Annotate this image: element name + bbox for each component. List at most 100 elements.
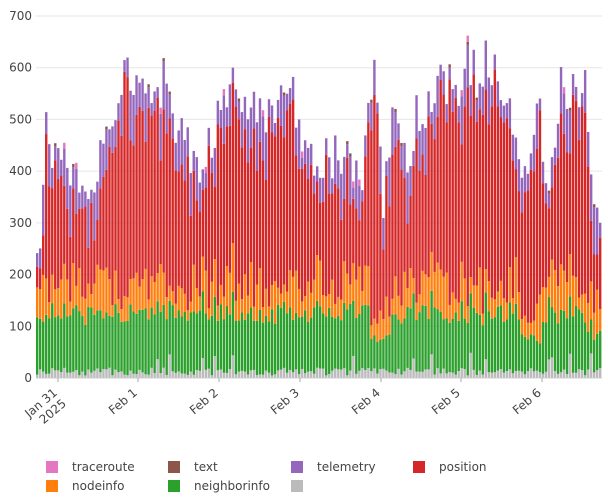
bar-segment-position (343, 198, 346, 262)
bar-segment-telemetry (303, 140, 307, 164)
bar-segment-gray (48, 373, 51, 378)
bar-segment-position (544, 203, 548, 288)
bar-segment-position (78, 208, 81, 269)
bar-segment-telemetry (234, 89, 238, 107)
bar-segment-telemetry (574, 86, 578, 101)
bar-segment-telemetry (258, 98, 262, 142)
bar-segment-telemetry (517, 159, 521, 192)
bar-segment-position (586, 166, 590, 303)
bar-segment-node (595, 289, 599, 334)
bar-segment-gray (123, 374, 126, 378)
bar-segment-gray (81, 371, 84, 378)
bar-segment-trace (261, 110, 265, 117)
y-tick-label: 600 (9, 61, 32, 75)
legend-item-telemetry[interactable]: telemetry (291, 458, 376, 476)
bar-segment-neighbor (334, 318, 337, 369)
bar-segment-node (463, 278, 466, 319)
bar-segment-position (463, 106, 466, 279)
bar-segment-telemetry (340, 173, 343, 220)
legend-item-text[interactable]: text (168, 458, 218, 476)
legend-item-traceroute[interactable]: traceroute (46, 458, 135, 476)
bar-segment-telemetry (418, 130, 421, 171)
bar-segment-neighbor (535, 340, 539, 371)
bar-segment-trace (222, 89, 226, 96)
bar-segment-gray (93, 370, 96, 378)
bar-segment-node (273, 281, 277, 324)
bar-segment-position (418, 170, 421, 295)
bar-segment-node (150, 276, 153, 308)
bar-segment-node (81, 296, 84, 317)
bar-segment-gray (87, 369, 90, 378)
bar-segment-neighbor (418, 312, 421, 372)
bar-segment-position (204, 187, 208, 271)
bar-segment-neighbor (186, 320, 189, 375)
bar-segment-gray (162, 367, 165, 378)
bar-segment-telemetry (559, 67, 563, 114)
legend-item-position[interactable]: position (413, 458, 487, 476)
bar-segment-neighbor (355, 318, 358, 374)
bar-segment-position (562, 133, 566, 271)
bar-segment-neighbor (219, 304, 223, 370)
bar-segment-telemetry (394, 112, 397, 147)
bar-segment-trace (562, 87, 566, 94)
bar-segment-node (346, 273, 349, 310)
bar-segment-position (520, 212, 524, 320)
bar-segment-gray (412, 358, 415, 378)
bar-segment-telemetry (162, 61, 165, 110)
bar-segment-node (231, 243, 235, 292)
legend-item-neighborinfo[interactable]: neighborinfo (168, 477, 270, 495)
bar-segment-telemetry (252, 91, 256, 129)
bar-segment-telemetry (90, 189, 93, 203)
bar-segment-node (291, 276, 295, 320)
bar-segment-position (309, 164, 313, 293)
bar-segment-neighbor (78, 311, 81, 376)
bar-segment-position (424, 175, 427, 275)
bar-segment-telemetry (409, 166, 412, 197)
bar-segment-neighbor (499, 305, 503, 370)
bar-segment-node (445, 272, 448, 319)
bar-segment-telemetry (189, 173, 192, 216)
bar-segment-position (69, 236, 72, 302)
bar-segment-telemetry (63, 148, 66, 186)
bar-segment-position (448, 79, 451, 305)
bar-segment-gray (126, 375, 129, 378)
legend-item-nodeinfo[interactable]: nodeinfo (46, 477, 124, 495)
bar-segment-gray (90, 372, 93, 378)
bar-segment-gray (343, 368, 346, 378)
bar-segment-node (364, 265, 367, 305)
bar-segment-position (451, 111, 454, 293)
bar-segment-telemetry (484, 40, 487, 90)
bar-segment-neighbor (496, 306, 500, 371)
bar-segment-neighbor (96, 310, 99, 369)
bar-segment-gray (400, 374, 403, 378)
bar-segment-neighbor (487, 311, 491, 373)
bar-segment-neighbor (237, 320, 241, 372)
bar-segment-node (574, 277, 578, 307)
legend-label-position: position (439, 460, 487, 474)
bar-segment-position (270, 132, 274, 285)
bar-segment-trace (204, 166, 208, 174)
bar-segment-neighbor (523, 336, 527, 375)
y-tick-label: 100 (9, 319, 32, 333)
bar-segment-text (475, 97, 478, 101)
legend-item-unnamed[interactable] (291, 477, 317, 495)
bar-segment-telemetry (87, 199, 90, 248)
bar-segment-telemetry (210, 157, 214, 173)
bar-segment-telemetry (370, 102, 373, 131)
bar-segment-node (535, 303, 539, 341)
bar-segment-neighbor (466, 322, 469, 376)
bar-segment-neighbor (472, 307, 475, 370)
bar-segment-gray (376, 373, 379, 378)
bar-segment-node (538, 294, 542, 344)
bar-segment-neighbor (105, 312, 108, 370)
bar-segment-gray (264, 370, 268, 378)
bar-segment-telemetry (123, 60, 126, 72)
bar-segment-position (72, 188, 75, 264)
x-tick-label-line: Feb 5 (429, 386, 463, 418)
bar-segment-neighbor (505, 319, 509, 372)
bar-segment-telemetry (300, 157, 304, 169)
bar-segment-gray (180, 373, 183, 378)
bar-segment-telemetry (237, 101, 241, 120)
bar-segment-trace (159, 107, 162, 114)
bar-segment-gray (556, 373, 560, 378)
